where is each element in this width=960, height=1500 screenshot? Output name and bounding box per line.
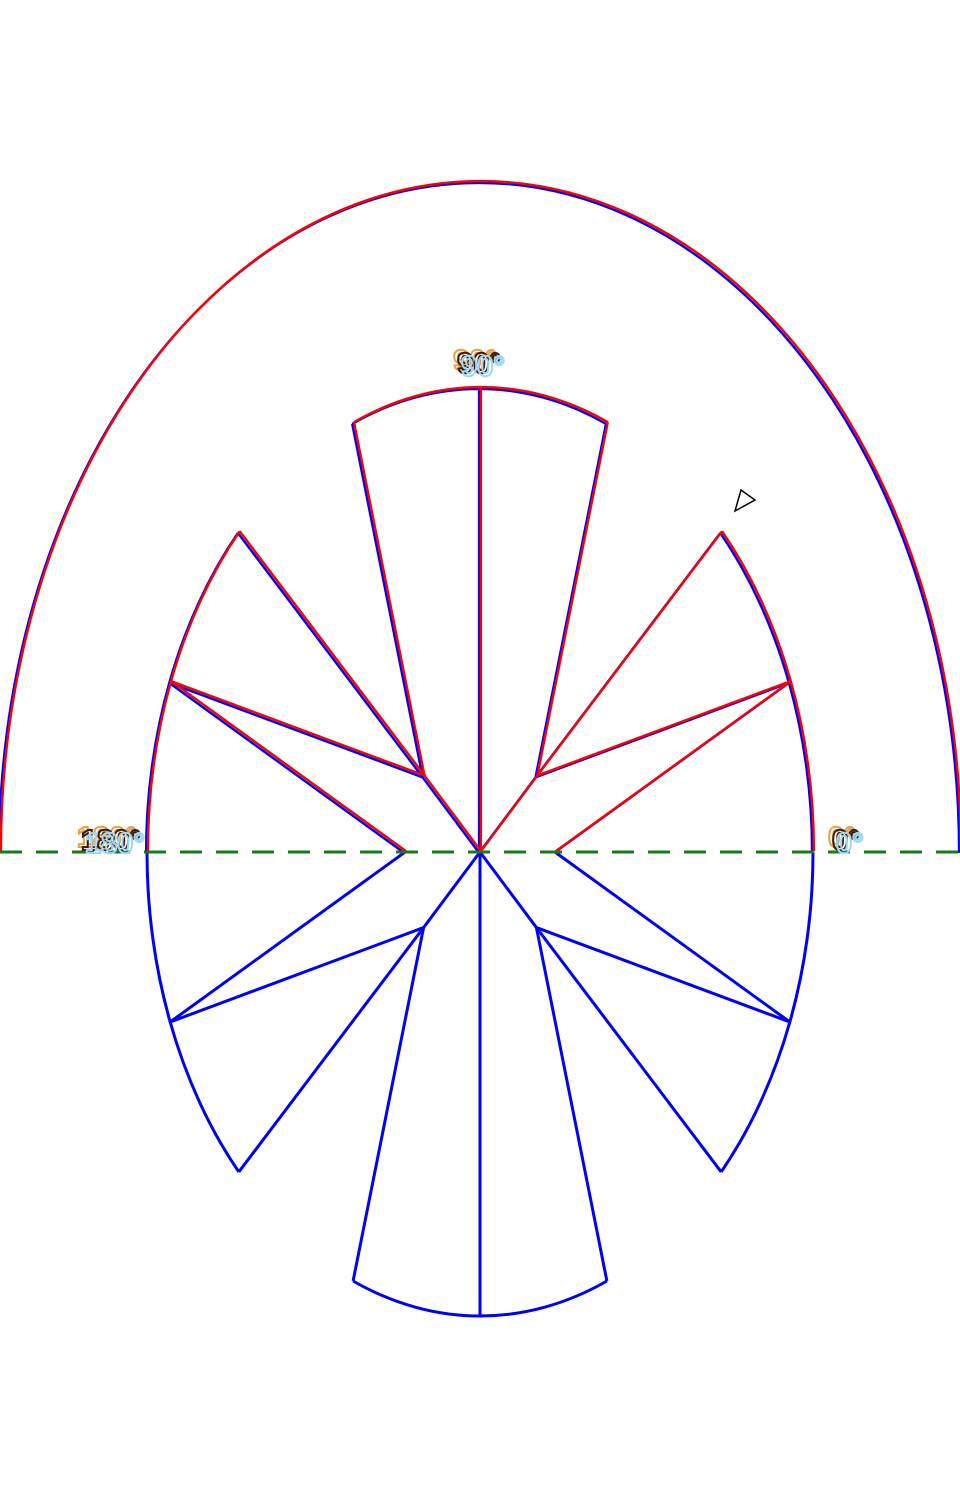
svg-text:90°: 90° <box>461 351 505 383</box>
svg-text:0°: 0° <box>836 828 864 860</box>
svg-text:180°: 180° <box>85 828 145 860</box>
